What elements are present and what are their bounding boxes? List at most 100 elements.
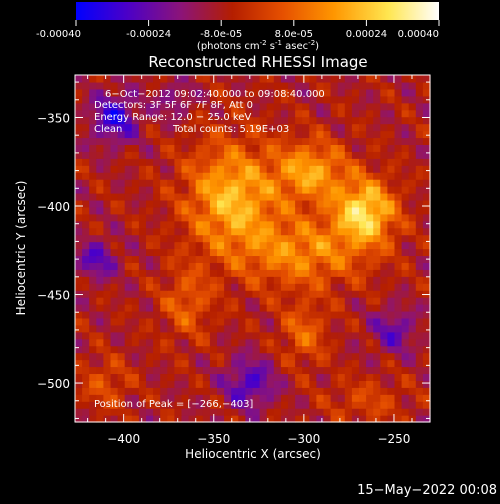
heatmap-cell [89,172,97,180]
heatmap-cell [337,345,346,354]
heatmap-cell [96,109,104,118]
heatmap-cell [309,317,317,326]
heatmap-cell [224,338,232,347]
heatmap-cell [89,297,97,305]
heatmap-cell [280,213,289,222]
heatmap-cell [202,387,211,395]
heatmap-cell [110,310,119,319]
heatmap-cell [280,186,289,194]
heatmap-cell [75,220,83,229]
heatmap-cell [344,165,353,173]
heatmap-cell [387,304,396,312]
heatmap-cell [344,172,353,180]
heatmap-cell [280,165,289,173]
heatmap-cell [245,366,254,375]
heatmap-cell [259,387,268,395]
heatmap-cell [408,172,417,180]
heatmap-cell [330,234,339,243]
heatmap-cell [110,408,119,416]
heatmap-cell [380,172,388,180]
heatmap-cell [337,137,346,145]
heatmap-cell [167,359,175,368]
heatmap-cell [330,317,339,326]
heatmap-cell [167,262,175,270]
heatmap-cell [167,331,175,340]
heatmap-cell [422,304,431,312]
heatmap-cell [160,248,168,257]
heatmap-cell [323,269,332,277]
heatmap-cell [373,206,381,215]
heatmap-cell [394,283,403,291]
heatmap-cell [124,75,133,83]
heatmap-cell [415,304,424,312]
heatmap-cell [288,95,296,104]
heatmap-cell [415,373,424,381]
heatmap-cell [103,213,112,222]
heatmap-cell [373,380,381,388]
heatmap-cell [238,331,246,340]
heatmap-cell [316,248,325,257]
heatmap-cell [373,199,381,208]
heatmap-cell [89,324,97,333]
heatmap-cell [380,88,388,97]
heatmap-cell [167,172,175,180]
heatmap-cell [302,102,310,111]
heatmap-cell [394,123,403,132]
heatmap-cell [209,81,218,90]
heatmap-cell [380,408,388,416]
heatmap-cell [103,206,112,215]
heatmap-cell [82,255,90,263]
heatmap-cell [380,241,388,250]
heatmap-cell [373,172,381,180]
heatmap-cell [359,415,367,423]
heatmap-cell [202,192,211,201]
heatmap-cell [110,269,119,277]
heatmap-cell [117,227,126,236]
heatmap-cell [195,331,204,340]
heatmap-cell [231,352,239,361]
heatmap-cell [138,109,147,118]
heatmap-cell [330,310,339,319]
heatmap-cell [252,75,261,83]
heatmap-cell [330,186,339,194]
heatmap-cell [138,88,147,97]
heatmap-cell [110,248,119,257]
heatmap-cell [401,88,410,97]
heatmap-cell [273,220,282,229]
heatmap-cell [401,165,410,173]
heatmap-cell [273,310,282,319]
heatmap-cell [202,283,211,291]
heatmap-cell [160,262,168,270]
heatmap-cell [408,151,417,159]
heatmap-cell [280,373,289,381]
heatmap-cell [238,359,246,368]
heatmap-cell [316,206,325,215]
heatmap-cell [188,297,197,305]
heatmap-cell [153,394,161,402]
heatmap-cell [188,192,197,201]
heatmap-cell [167,380,175,388]
heatmap-cell [316,352,325,361]
heatmap-cell [89,283,97,291]
heatmap-cell [181,95,190,104]
heatmap-cell [89,408,97,416]
heatmap-cell [401,130,410,139]
heatmap-cell [408,401,417,409]
heatmap-cell [394,151,403,159]
heatmap-cell [337,394,346,402]
heatmap-cell [96,304,104,312]
heatmap-cell [245,338,254,347]
heatmap-cell [153,137,161,145]
heatmap-cell [280,304,289,312]
heatmap-cell [202,123,211,132]
heatmap-cell [103,192,112,201]
heatmap-cell [380,137,388,145]
heatmap-cell [280,137,289,145]
heatmap-cell [124,366,133,375]
heatmap-cell [202,81,211,90]
heatmap-cell [330,394,339,402]
heatmap-cell [146,380,154,388]
heatmap-cell [146,179,154,187]
x-axis-tick-labels: −400 −350 −300 −250 [107,432,410,446]
heatmap-cell [288,366,296,375]
